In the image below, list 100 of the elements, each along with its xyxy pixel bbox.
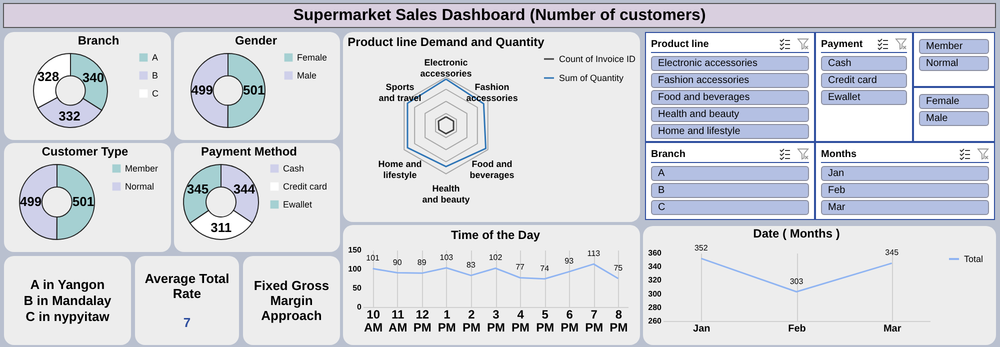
x-tick-label: Mar (883, 324, 902, 334)
data-label: 303 (790, 276, 804, 286)
text: Male (919, 111, 989, 126)
data-label: 499 (191, 82, 213, 98)
spoke-label: Home and lifestyle (378, 159, 422, 180)
y-tick-label: 150 (348, 246, 362, 254)
chart-title: Gender (234, 34, 278, 48)
text: Fixed Gross Margin Approach (252, 278, 330, 323)
x-tick-label: 5 PM (536, 308, 554, 334)
data-label: 345 (885, 248, 900, 258)
data-label: 74 (540, 264, 550, 273)
data-label: 311 (210, 220, 232, 236)
data-label: 90 (392, 258, 402, 267)
y-tick-label: 0 (357, 302, 362, 312)
legend-label: Ewallet (283, 200, 313, 210)
text: C (651, 200, 809, 215)
legend-label: A (152, 52, 158, 62)
chart-title: Time of the Day (450, 228, 540, 242)
legend-label: Member (125, 164, 158, 174)
text: B (651, 183, 809, 198)
data-label: 75 (614, 264, 624, 272)
legend-label: Normal (125, 182, 154, 192)
y-tick-label: 300 (648, 289, 662, 298)
text: Average Total Rate (144, 271, 230, 301)
legend-label: Female (297, 52, 328, 62)
x-tick-label: 3 PM (487, 308, 506, 334)
data-label: 83 (466, 260, 476, 270)
x-tick-label: 1 PM (438, 308, 456, 334)
legend-label: Cash (283, 164, 304, 174)
y-tick-label: 50 (352, 284, 362, 292)
chart-title: Product line Demand and Quantity (348, 35, 545, 49)
x-tick-label: Feb (788, 324, 806, 334)
data-label: 345 (186, 182, 209, 197)
legend-label: Credit card (283, 182, 328, 192)
text: A in Yangon (30, 276, 105, 292)
y-tick-label: 340 (648, 262, 662, 272)
text: Feb (821, 183, 989, 198)
text: Payment (821, 38, 864, 50)
legend-label: Male (297, 70, 317, 80)
data-label: 344 (233, 182, 256, 197)
x-tick-label: 12 PM (413, 308, 432, 334)
data-label: 340 (82, 70, 104, 86)
text: Months (821, 148, 858, 160)
text: Female (919, 94, 989, 109)
data-label: 77 (516, 262, 526, 272)
x-tick-label: 4 PM (512, 308, 530, 334)
spoke-label: Electronic accessories (420, 58, 472, 79)
data-label: 332 (58, 108, 80, 124)
x-tick-label: 11 AM (388, 308, 408, 334)
text: Cash (821, 56, 907, 71)
data-label: 113 (587, 249, 601, 258)
x-tick-label: 8 PM (610, 308, 628, 334)
spoke-label: Health and beauty (422, 183, 470, 204)
data-label: 93 (564, 256, 574, 266)
text: 7 (183, 315, 191, 330)
text: Food and beverages (651, 90, 809, 105)
text: Credit card (821, 73, 907, 88)
data-label: 501 (243, 82, 265, 98)
text: Electronic accessories (651, 56, 809, 71)
y-tick-label: 360 (648, 248, 662, 258)
chart-title: Date ( Months ) (753, 226, 840, 240)
data-label: 499 (20, 194, 42, 209)
legend-label: Count of Invoice ID (559, 54, 636, 64)
data-label: 103 (440, 252, 454, 262)
legend-label: Total (964, 254, 984, 264)
chart-title: Payment Method (200, 144, 298, 158)
text: Member (919, 39, 989, 54)
chart-title: Customer Type (42, 144, 129, 158)
chart-title: Branch (78, 34, 120, 48)
y-tick-label: 260 (648, 316, 662, 326)
data-label: 102 (488, 253, 503, 262)
data-label: 501 (72, 194, 94, 210)
text: Ewallet (821, 90, 907, 105)
y-tick-label: 100 (348, 264, 362, 274)
x-tick-label: Jan (693, 324, 710, 334)
data-label: 352 (694, 243, 708, 252)
y-tick-label: 280 (648, 302, 662, 312)
spoke-label: Food and beverages (470, 159, 514, 180)
text: Product line (651, 38, 710, 50)
text: Fashion accessories (651, 73, 809, 88)
text: Mar (821, 200, 989, 215)
text: C in nypyitaw (26, 308, 110, 324)
legend-label: C (152, 88, 159, 98)
text: Jan (821, 166, 989, 181)
x-tick-label: 6 PM (560, 308, 579, 334)
text: Branch (651, 148, 686, 160)
data-label: 101 (366, 254, 380, 263)
x-tick-label: 7 PM (585, 308, 604, 334)
data-label: 89 (417, 258, 427, 268)
text: A (651, 166, 809, 181)
text: Supermarket Sales Dashboard (Number of customers) (3, 3, 996, 28)
text: Normal (919, 56, 989, 71)
x-tick-label: 2 PM (462, 308, 480, 334)
y-tick-label: 320 (648, 276, 662, 285)
legend-label: Sum of Quantity (559, 73, 624, 83)
text: Home and lifestyle (651, 124, 809, 139)
legend-label: B (152, 70, 158, 80)
x-tick-label: 10 AM (364, 308, 383, 334)
data-label: 328 (37, 69, 60, 84)
text: Health and beauty (651, 107, 809, 122)
